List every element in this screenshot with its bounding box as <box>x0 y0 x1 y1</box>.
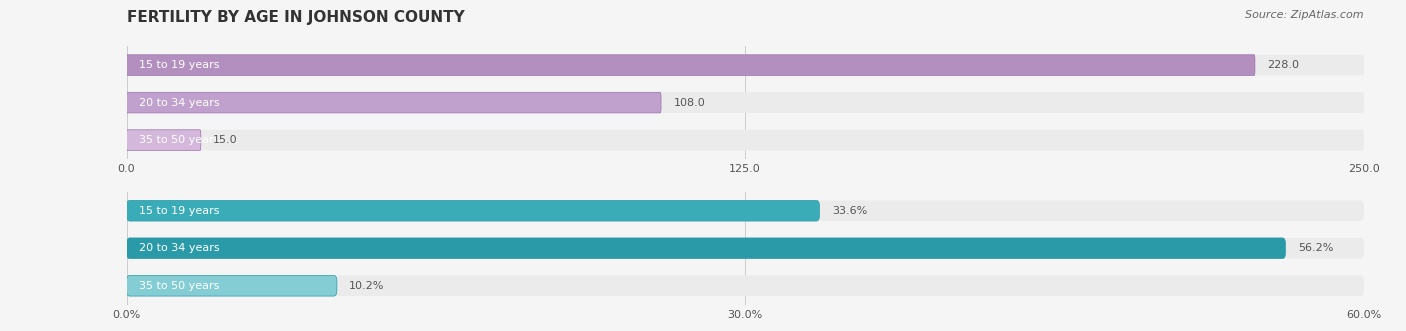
FancyBboxPatch shape <box>127 55 1364 75</box>
FancyBboxPatch shape <box>127 201 820 221</box>
Text: 15 to 19 years: 15 to 19 years <box>139 60 219 70</box>
FancyBboxPatch shape <box>127 130 1364 150</box>
Text: 228.0: 228.0 <box>1267 60 1299 70</box>
Text: 20 to 34 years: 20 to 34 years <box>139 98 219 108</box>
FancyBboxPatch shape <box>127 238 1285 259</box>
Text: 35 to 50 years: 35 to 50 years <box>139 281 219 291</box>
FancyBboxPatch shape <box>127 55 1256 75</box>
Text: 15.0: 15.0 <box>214 135 238 145</box>
Text: 35 to 50 years: 35 to 50 years <box>139 135 219 145</box>
Text: FERTILITY BY AGE IN JOHNSON COUNTY: FERTILITY BY AGE IN JOHNSON COUNTY <box>127 10 464 25</box>
Text: 20 to 34 years: 20 to 34 years <box>139 243 219 253</box>
FancyBboxPatch shape <box>127 130 201 150</box>
Text: 33.6%: 33.6% <box>832 206 868 216</box>
Text: Source: ZipAtlas.com: Source: ZipAtlas.com <box>1246 10 1364 20</box>
Text: 56.2%: 56.2% <box>1298 243 1333 253</box>
FancyBboxPatch shape <box>127 92 661 113</box>
FancyBboxPatch shape <box>127 238 1364 259</box>
Text: 108.0: 108.0 <box>673 98 706 108</box>
FancyBboxPatch shape <box>127 201 1364 221</box>
Text: 10.2%: 10.2% <box>349 281 385 291</box>
FancyBboxPatch shape <box>127 92 1364 113</box>
FancyBboxPatch shape <box>127 275 337 296</box>
FancyBboxPatch shape <box>127 275 1364 296</box>
Text: 15 to 19 years: 15 to 19 years <box>139 206 219 216</box>
